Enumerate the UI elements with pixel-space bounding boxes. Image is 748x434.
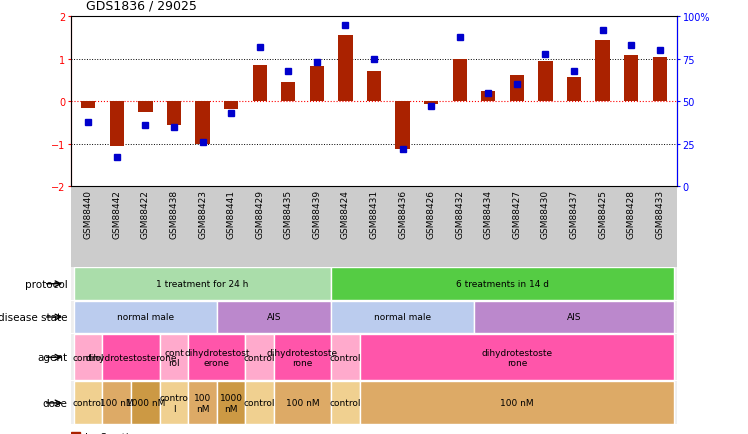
Text: 1000 nM: 1000 nM (126, 398, 165, 408)
Bar (110, 102, 124, 146)
Text: GDS1836 / 29025: GDS1836 / 29025 (86, 0, 197, 12)
Bar (453, 59, 467, 102)
Bar (367, 72, 381, 102)
Text: 100 nM: 100 nM (286, 398, 319, 408)
Bar (188, 381, 217, 424)
Bar (253, 66, 267, 102)
Bar (360, 334, 674, 381)
Text: GSM88430: GSM88430 (541, 190, 550, 239)
Text: dose: dose (43, 398, 67, 408)
Text: normal male: normal male (117, 313, 174, 322)
Bar (331, 334, 360, 381)
Bar (217, 381, 245, 424)
Bar (224, 102, 239, 110)
Bar (595, 41, 610, 102)
Text: 100 nM: 100 nM (100, 398, 134, 408)
Bar (74, 381, 102, 424)
Text: AIS: AIS (567, 313, 581, 322)
Bar (188, 334, 245, 381)
Text: dihydrotestost
erone: dihydrotestost erone (184, 348, 250, 367)
Bar (245, 334, 274, 381)
Text: GSM88433: GSM88433 (655, 190, 664, 239)
Text: GSM88425: GSM88425 (598, 190, 607, 239)
Bar (281, 83, 295, 102)
Text: dihydrotestoste
rone: dihydrotestoste rone (267, 348, 338, 367)
Bar (396, 102, 410, 149)
Text: dihydrotestosterone: dihydrotestosterone (85, 353, 177, 362)
Text: 1000
nM: 1000 nM (220, 393, 242, 413)
Text: GSM88428: GSM88428 (627, 190, 636, 239)
Bar (539, 62, 553, 102)
Text: GSM88442: GSM88442 (112, 190, 121, 239)
Text: control: control (244, 353, 275, 362)
Text: 1 treatment for 24 h: 1 treatment for 24 h (156, 279, 249, 289)
Bar (331, 301, 474, 333)
Text: GSM88439: GSM88439 (313, 190, 322, 239)
Text: GSM88436: GSM88436 (398, 190, 407, 239)
Text: GSM88437: GSM88437 (569, 190, 578, 239)
Text: control: control (244, 398, 275, 408)
Text: GSM88426: GSM88426 (426, 190, 435, 239)
Text: disease state: disease state (0, 312, 67, 322)
Bar (102, 381, 131, 424)
Bar (331, 381, 360, 424)
Bar (360, 381, 674, 424)
Text: GSM88427: GSM88427 (512, 190, 521, 239)
Bar (159, 381, 188, 424)
Text: log2 ratio: log2 ratio (85, 432, 135, 434)
Bar (653, 58, 667, 102)
Text: AIS: AIS (267, 313, 281, 322)
Text: 100 nM: 100 nM (500, 398, 534, 408)
Text: GSM88434: GSM88434 (484, 190, 493, 239)
Bar (481, 92, 495, 102)
Bar (274, 334, 331, 381)
Bar (474, 301, 674, 333)
Text: control: control (330, 398, 361, 408)
Text: contro
l: contro l (159, 393, 188, 413)
Text: agent: agent (37, 352, 67, 362)
Bar (331, 268, 674, 300)
Text: GSM88440: GSM88440 (84, 190, 93, 239)
Text: GSM88431: GSM88431 (370, 190, 378, 239)
Text: 6 treatments in 14 d: 6 treatments in 14 d (456, 279, 549, 289)
Bar (245, 381, 274, 424)
Text: GSM88424: GSM88424 (341, 190, 350, 239)
Bar (310, 67, 324, 102)
Bar (102, 334, 159, 381)
Text: GSM88441: GSM88441 (227, 190, 236, 239)
Bar (159, 334, 188, 381)
Text: GSM88435: GSM88435 (283, 190, 292, 239)
Text: protocol: protocol (25, 279, 67, 289)
Bar (74, 334, 102, 381)
Bar (74, 268, 331, 300)
Bar (217, 301, 331, 333)
Text: GSM88429: GSM88429 (255, 190, 264, 239)
Bar (624, 56, 638, 102)
Bar (509, 76, 524, 102)
Bar (71, 432, 80, 434)
Text: 100
nM: 100 nM (194, 393, 211, 413)
Bar (167, 102, 181, 125)
Bar (131, 381, 159, 424)
Bar (567, 77, 581, 102)
Text: dihydrotestoste
rone: dihydrotestoste rone (481, 348, 553, 367)
Text: GSM88422: GSM88422 (141, 190, 150, 239)
Text: control: control (73, 353, 104, 362)
Text: normal male: normal male (374, 313, 431, 322)
Text: control: control (330, 353, 361, 362)
Text: control: control (73, 398, 104, 408)
Text: GSM88438: GSM88438 (170, 190, 179, 239)
Bar (138, 102, 153, 112)
Text: GSM88432: GSM88432 (456, 190, 465, 239)
Text: cont
rol: cont rol (164, 348, 184, 367)
Bar (195, 102, 209, 145)
Bar (338, 36, 352, 102)
Bar (74, 301, 217, 333)
Bar (424, 102, 438, 105)
Bar (81, 102, 95, 108)
Text: GSM88423: GSM88423 (198, 190, 207, 239)
Bar (274, 381, 331, 424)
